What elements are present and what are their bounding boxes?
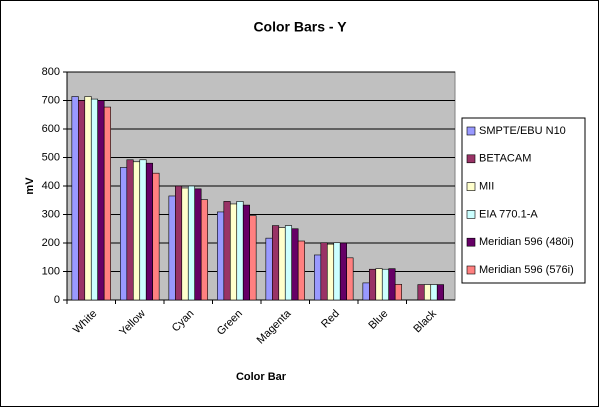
bar: [297, 240, 305, 301]
bar: [436, 284, 444, 301]
bar: [97, 100, 105, 301]
x-axis-label: Color Bar: [236, 371, 287, 383]
legend-swatch: [466, 182, 476, 191]
bar: [217, 211, 225, 301]
legend-label: BETACAM: [479, 153, 531, 165]
y-tick-label: 200: [42, 237, 60, 249]
legend-swatch: [466, 210, 476, 219]
bar: [139, 159, 147, 301]
bar: [194, 188, 202, 301]
bar: [326, 243, 335, 301]
bar: [200, 199, 208, 301]
bar: [291, 228, 299, 301]
bar: [229, 203, 238, 301]
bar: [132, 161, 141, 301]
bar: [126, 159, 134, 301]
legend-swatch: [466, 237, 476, 247]
bar: [284, 225, 293, 301]
bar: [152, 172, 160, 301]
y-tick-label: 400: [42, 180, 60, 192]
bar: [417, 284, 425, 301]
legend-label: Meridian 596 (576i): [479, 264, 574, 276]
bar: [362, 282, 370, 301]
legend-box: [461, 117, 586, 284]
bar: [236, 201, 244, 301]
bar: [187, 185, 196, 301]
bar: [381, 268, 390, 301]
y-tick-label: 300: [42, 208, 60, 220]
bar: [388, 268, 396, 301]
bar: [84, 96, 92, 301]
bar: [249, 215, 257, 301]
bar: [320, 242, 328, 301]
bar: [375, 268, 383, 301]
bar: [90, 98, 99, 301]
bar: [78, 100, 86, 301]
bar: [314, 254, 322, 301]
legend-label: Meridian 596 (480i): [479, 236, 574, 248]
bar: [223, 201, 231, 301]
y-axis-label: mV: [24, 177, 36, 195]
bar: [71, 96, 79, 301]
legend-label: MII: [479, 181, 494, 193]
bar: [423, 284, 432, 301]
bar: [120, 167, 128, 301]
bar: [369, 268, 377, 301]
y-tick-label: 500: [42, 151, 60, 163]
legend-swatch: [466, 154, 476, 164]
legend-label: SMPTE/EBU N10: [479, 125, 566, 137]
bar: [175, 185, 183, 301]
y-tick-label: 600: [42, 123, 60, 135]
legend-swatch: [466, 265, 476, 275]
bar: [242, 204, 250, 301]
y-tick-label: 100: [42, 265, 60, 277]
bar: [346, 257, 354, 301]
bar: [430, 284, 438, 301]
bar: [333, 242, 341, 301]
bar: [339, 242, 347, 301]
chart-title: Color Bars - Y: [253, 19, 347, 35]
bar: [394, 284, 402, 301]
legend-swatch: [466, 126, 476, 136]
bar: [145, 162, 153, 301]
bar: [168, 195, 176, 301]
bar: [278, 227, 286, 301]
y-tick-label: 800: [42, 66, 60, 78]
y-tick-label: 0: [54, 294, 60, 306]
bar: [265, 237, 273, 301]
bar: [181, 187, 189, 301]
bar: [103, 106, 111, 301]
y-tick-label: 700: [42, 94, 60, 106]
bar: [272, 225, 280, 301]
legend-label: EIA 770.1-A: [479, 208, 538, 220]
